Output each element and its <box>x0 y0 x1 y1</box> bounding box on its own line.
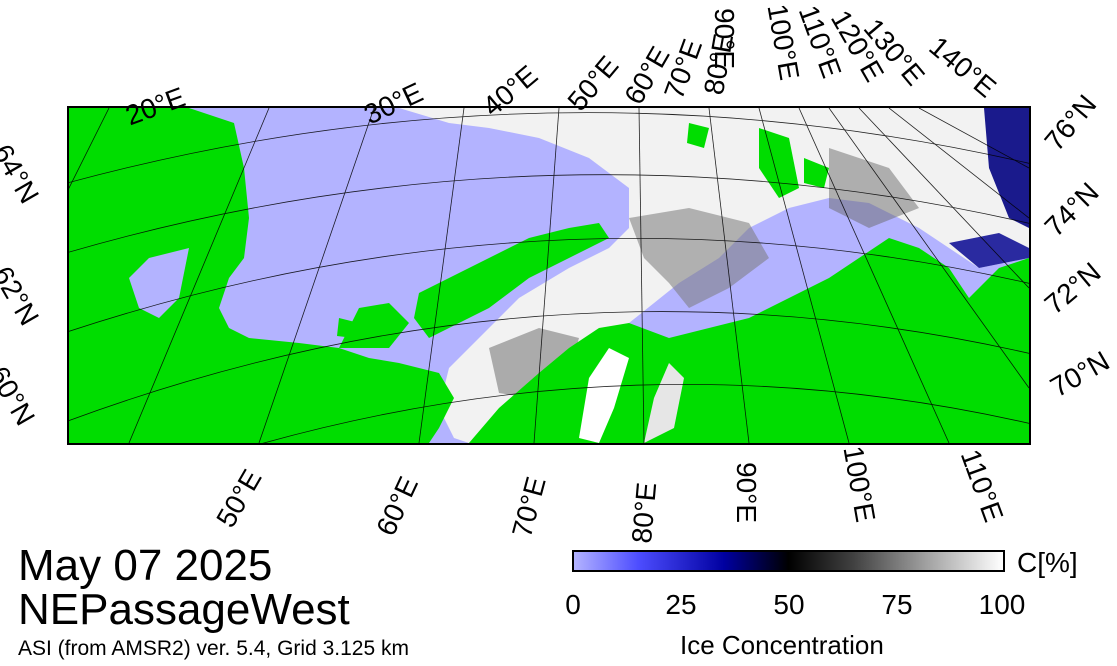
lat-label-left-62: 62°N <box>0 261 46 331</box>
ice-edge-ne <box>984 108 1029 228</box>
colorbar-tick-50: 50 <box>773 589 805 620</box>
product-description: ASI (from AMSR2) ver. 5.4, Grid 3.125 km <box>18 637 409 660</box>
lat-label-right-72: 72°N <box>1038 256 1107 321</box>
lat-label-left-60: 60°N <box>0 361 42 431</box>
lat-label-right-74: 74°N <box>1038 176 1105 243</box>
land-novaya-zemlya <box>414 223 609 338</box>
lon-label-bottom-80: 80°E <box>626 481 663 545</box>
lat-label-right-76: 76°N <box>1038 88 1103 157</box>
colorbar-tick-100: 100 <box>978 589 1026 620</box>
lat-label-left-64: 64°N <box>0 139 46 209</box>
land-norway-coast <box>129 248 189 318</box>
land-island-2 <box>687 123 709 148</box>
lat-label-right-70: 70°N <box>1045 344 1115 404</box>
ice-concentration-colorbar <box>572 550 1005 572</box>
ice-thin-patches <box>629 208 769 308</box>
lon-label-bottom-70: 70°E <box>506 473 552 541</box>
lon-label-bottom-100: 100°E <box>837 443 882 525</box>
colorbar-tick-0: 0 <box>565 589 581 620</box>
colorbar-title: Ice Concentration <box>680 630 884 660</box>
land-gydan-gulf <box>644 363 684 443</box>
colorbar-tick-75: 75 <box>881 589 913 620</box>
lon-label-top-140: 140°E <box>923 30 1002 104</box>
colorbar-unit-label: C[%] <box>1017 547 1078 578</box>
land-scandinavia <box>69 108 454 443</box>
lon-label-top-90: 90°E <box>709 8 740 70</box>
ice-thin-patches-3 <box>829 148 919 228</box>
ice-edge-e <box>949 233 1029 268</box>
lon-label-bottom-90: 90°E <box>731 462 762 524</box>
land-yamal-gulf <box>579 348 629 443</box>
map-panel <box>67 106 1031 445</box>
lon-label-bottom-110: 110°E <box>954 445 1010 526</box>
map-date-title: May 07 2025 <box>18 541 273 590</box>
land-island-1 <box>804 158 829 188</box>
lon-label-bottom-50: 50°E <box>210 464 268 533</box>
lon-label-top-70: 70°E <box>658 34 709 103</box>
map-region-title: NEPassageWest <box>18 585 350 634</box>
land-kola <box>339 303 409 348</box>
colorbar-tick-25: 25 <box>665 589 697 620</box>
sea-ice-map <box>69 108 1029 443</box>
lon-label-bottom-60: 60°E <box>370 471 425 541</box>
land-island-3 <box>337 318 359 338</box>
graticule <box>69 108 1029 443</box>
